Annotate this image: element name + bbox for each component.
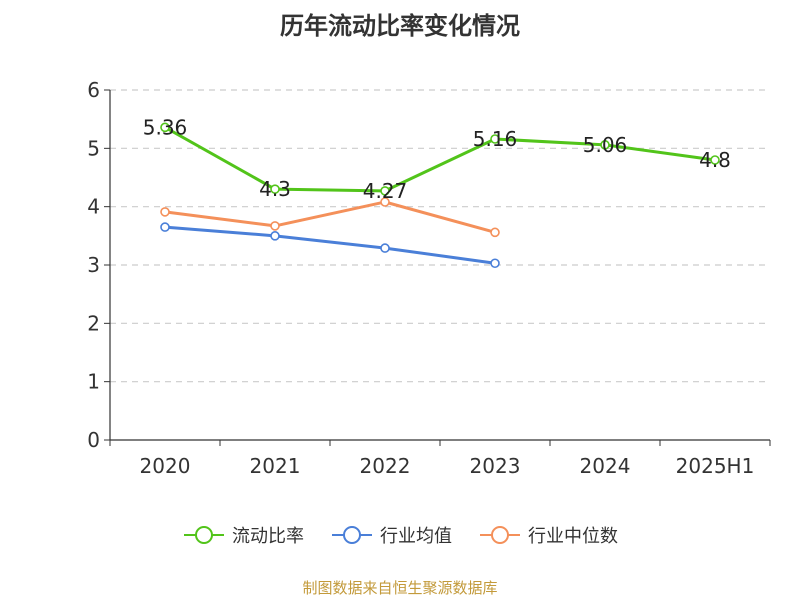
- x-tick-label: 2021: [250, 454, 301, 478]
- data-point: [490, 258, 500, 269]
- data-label: 5.16: [473, 127, 518, 151]
- series-line-3: [164, 200, 496, 234]
- legend-label: 行业均值: [380, 526, 452, 547]
- chart-title: 历年流动比率变化情况: [280, 12, 520, 40]
- data-point: [160, 122, 170, 133]
- x-tick-label: 2024: [580, 454, 631, 478]
- x-tick-label: 2025H1: [676, 454, 755, 478]
- y-tick-label: 6: [87, 78, 100, 102]
- data-point: [600, 140, 610, 150]
- data-point: [380, 186, 390, 196]
- legend-marker-icon: [184, 526, 224, 544]
- data-point: [160, 222, 170, 232]
- data-point: [380, 243, 390, 253]
- legend-label: 流动比率: [232, 526, 304, 547]
- axes: 0 1 2 3 4 5 6 2020 2021 2022 2023 2024 2025H1: [87, 78, 771, 478]
- data-label: 4.27: [363, 179, 408, 203]
- legend-marker-icon: [332, 526, 372, 544]
- legend-marker-circle: [195, 526, 213, 544]
- data-point: [270, 221, 280, 231]
- legend-marker-icon: [480, 526, 520, 544]
- data-point: [710, 155, 720, 165]
- data-point: [380, 197, 390, 207]
- data-point: [490, 227, 500, 238]
- legend-item-3[interactable]: 行业中位数: [478, 522, 618, 548]
- data-point: [160, 207, 170, 217]
- data-label: 5.36: [143, 115, 188, 139]
- data-label: 4.8: [699, 148, 731, 172]
- x-tick-label: 2022: [360, 454, 411, 478]
- data-labels: 5.36 4.3 4.27 5.16 5.06 4.8: [143, 115, 731, 203]
- y-tick-label: 3: [87, 253, 100, 277]
- data-point: [270, 231, 280, 241]
- legend-marker-circle: [491, 526, 509, 544]
- y-tick-label: 5: [87, 136, 100, 160]
- series-line-2: [164, 225, 496, 265]
- data-label: 5.06: [583, 133, 628, 157]
- data-label: 4.3: [259, 177, 291, 201]
- legend-label: 行业中位数: [528, 526, 618, 547]
- y-tick-label: 2: [87, 311, 100, 335]
- y-tick-label: 4: [87, 195, 100, 219]
- series-lines: [160, 122, 720, 269]
- gridlines: [110, 89, 770, 383]
- y-tick-label: 1: [87, 370, 100, 394]
- legend-item-1[interactable]: 流动比率: [182, 522, 304, 548]
- data-point: [270, 184, 280, 194]
- series-line-1: [164, 126, 716, 193]
- legend-marker-circle: [343, 526, 361, 544]
- source-note: 制图数据来自恒生聚源数据库: [302, 579, 498, 597]
- x-tick-label: 2020: [140, 454, 191, 478]
- data-point: [490, 134, 500, 144]
- legend-item-2[interactable]: 行业均值: [330, 522, 452, 548]
- legend: 流动比率 行业均值 行业中位数: [0, 522, 800, 548]
- y-tick-label: 0: [87, 428, 100, 452]
- x-tick-label: 2023: [470, 454, 521, 478]
